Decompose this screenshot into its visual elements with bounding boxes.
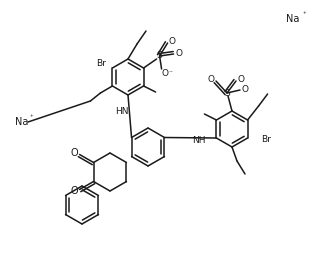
Text: S: S <box>224 88 230 98</box>
Text: NH: NH <box>192 136 205 145</box>
Text: O: O <box>237 75 245 83</box>
Text: S: S <box>157 52 162 60</box>
Text: Br: Br <box>97 58 106 68</box>
Text: ⁺: ⁺ <box>29 115 33 121</box>
Text: Br: Br <box>261 135 272 145</box>
Text: O: O <box>161 70 168 78</box>
Text: Na: Na <box>286 14 300 24</box>
Text: O: O <box>207 75 214 83</box>
Text: ⁺: ⁺ <box>302 12 306 18</box>
Text: HN: HN <box>115 107 129 116</box>
Text: Na: Na <box>15 117 29 127</box>
Text: ⁻: ⁻ <box>168 68 173 78</box>
Text: O: O <box>175 50 182 58</box>
Text: O: O <box>71 148 78 158</box>
Text: O: O <box>168 37 175 45</box>
Text: O: O <box>71 186 78 196</box>
Text: O: O <box>241 86 249 94</box>
